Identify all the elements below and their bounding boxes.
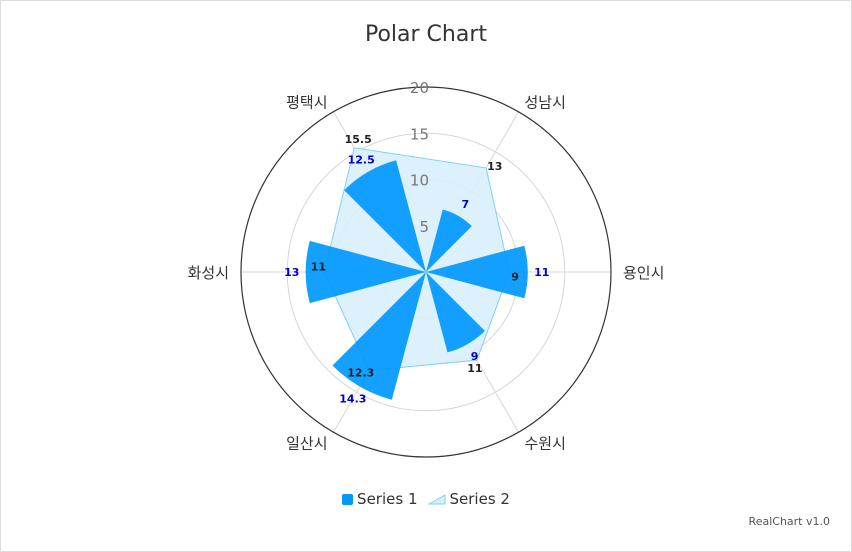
series-1-bar-1 xyxy=(426,272,485,353)
credits: RealChart v1.0 xyxy=(748,515,830,528)
legend-swatch-series-2 xyxy=(427,494,445,505)
series-1-bar-0 xyxy=(426,245,528,299)
series-2-label-1: 11 xyxy=(467,362,482,375)
category-label-2: 일산시 xyxy=(286,435,327,453)
category-label-5: 성남시 xyxy=(525,93,566,111)
legend-item-series-1[interactable]: Series 1 xyxy=(342,490,418,508)
series-1-bar-2 xyxy=(332,272,426,400)
legend-swatch-series-1 xyxy=(342,493,354,505)
series-2-label-0: 9 xyxy=(511,271,519,284)
series-1-label-1: 9 xyxy=(471,350,479,363)
legend-item-series-2[interactable]: Series 2 xyxy=(427,490,510,508)
series-1-bar-5 xyxy=(426,209,472,272)
series-2-label-2: 12.3 xyxy=(347,366,374,379)
legend: Series 1 Series 2 xyxy=(0,490,852,508)
outer-circle xyxy=(240,86,612,458)
series-1-label-4: 12.5 xyxy=(348,154,375,167)
category-label-1: 수원시 xyxy=(525,435,566,453)
category-label-4: 평택시 xyxy=(286,93,327,111)
series-1-label-2: 14.3 xyxy=(339,393,366,406)
series-1-bar-4 xyxy=(344,160,426,272)
series-2-label-5: 13 xyxy=(487,160,502,173)
chart-title: Polar Chart xyxy=(364,22,488,47)
category-label-0: 용인시 xyxy=(623,264,664,282)
legend-label-series-1: Series 1 xyxy=(357,490,418,508)
series-1-label-0: 11 xyxy=(534,266,549,279)
series-1-label-3: 13 xyxy=(284,266,299,279)
series-1-label-5: 7 xyxy=(462,198,470,211)
r-tick-label-0: 5 xyxy=(419,218,429,236)
series-2-label-4: 15.5 xyxy=(345,133,372,146)
r-tick-label-3: 20 xyxy=(410,79,429,97)
r-tick-label-1: 10 xyxy=(410,172,429,190)
legend-label-series-2: Series 2 xyxy=(449,490,510,508)
series-1-bar-3 xyxy=(305,240,426,304)
r-tick-label-2: 15 xyxy=(410,125,429,143)
series-2-label-3: 11 xyxy=(311,260,326,273)
category-label-3: 화성시 xyxy=(188,264,229,282)
